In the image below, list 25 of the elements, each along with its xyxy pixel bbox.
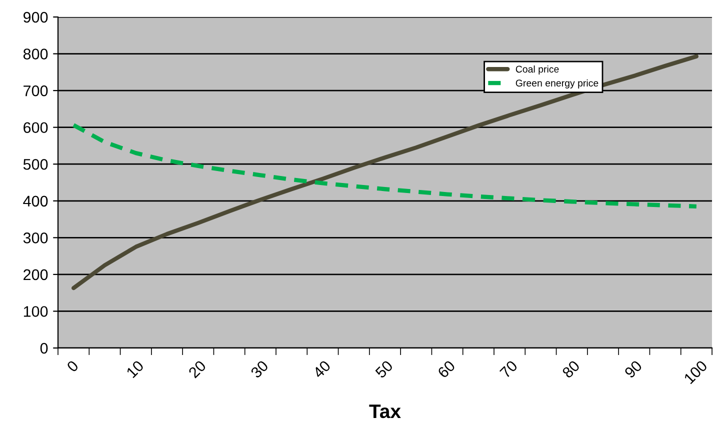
x-tick-label: 10	[126, 360, 144, 378]
x-tick-label: 100	[683, 360, 708, 384]
y-tick-label: 100	[24, 306, 48, 317]
x-tick-label: 60	[437, 360, 456, 379]
legend-label: Coal price	[516, 65, 559, 75]
y-tick-label: 300	[23, 232, 48, 244]
line-series	[71, 54, 699, 290]
x-tick-label: 50	[374, 360, 394, 379]
x-tick-label: 0	[66, 360, 80, 373]
x-tick-label: 40	[312, 360, 332, 379]
x-tick-label: 20	[188, 360, 207, 379]
y-tick-label: 700	[24, 85, 48, 96]
x-tick-label: 30	[250, 360, 269, 379]
y-tick-label: 500	[23, 158, 48, 170]
y-tick-label: 400	[23, 196, 48, 207]
x-tick-label: 80	[562, 360, 580, 379]
y-tick-label: 800	[23, 48, 48, 60]
y-tick-label: 200	[24, 269, 48, 280]
y-tick-label: 0	[40, 342, 48, 354]
x-axis-title: Tax	[369, 404, 401, 418]
legend-label: Green energy price	[516, 79, 598, 88]
y-tick-label: 600	[24, 122, 48, 134]
y-tick-label: 900	[24, 12, 48, 23]
x-tick-label: 90	[624, 360, 643, 379]
x-tick-label: 70	[499, 360, 518, 379]
